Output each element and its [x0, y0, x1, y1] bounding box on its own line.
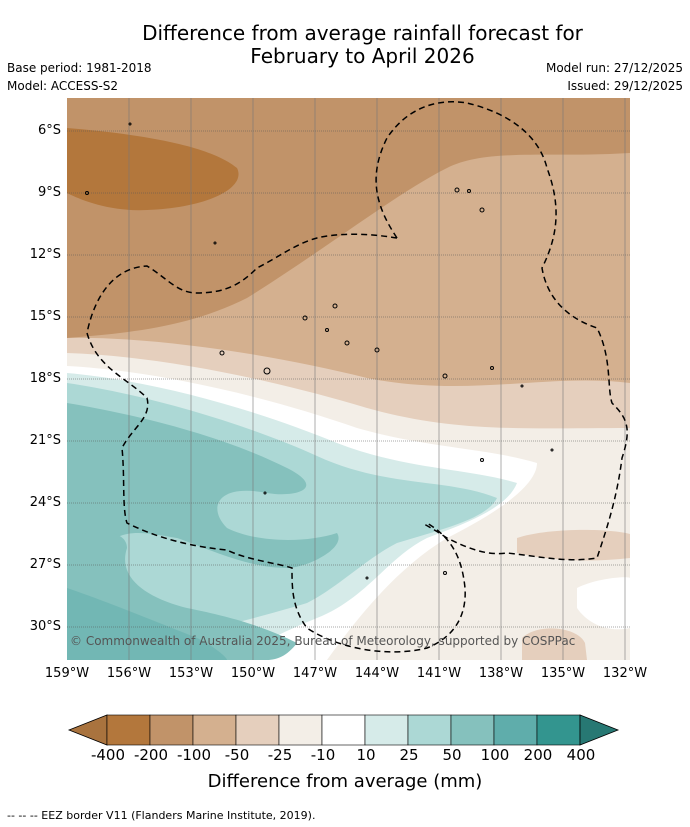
- colorbar-swatch: [192, 714, 237, 746]
- colorbar-label: -10: [310, 746, 336, 764]
- colorbar-swatch: [321, 714, 366, 746]
- lon-label: 153°W: [168, 666, 214, 681]
- lat-label: 18°S: [29, 371, 61, 386]
- colorbar-swatch: [235, 714, 280, 746]
- lon-label: 138°W: [478, 666, 524, 681]
- colorbar-label: -100: [176, 746, 212, 764]
- copyright-notice: © Commonwealth of Australia 2025, Bureau…: [70, 634, 576, 648]
- colorbar-swatches: [67, 714, 620, 746]
- band-minus200: [67, 128, 239, 211]
- colorbar-swatch: [364, 714, 409, 746]
- model-name: Model: ACCESS-S2: [7, 79, 119, 93]
- colorbar-swatch: [493, 714, 538, 746]
- lat-label: 27°S: [29, 557, 61, 572]
- lat-label: 30°S: [29, 619, 61, 634]
- colorbar-label: -200: [133, 746, 169, 764]
- lat-label: 24°S: [29, 495, 61, 510]
- lat-label: 21°S: [29, 433, 61, 448]
- colorbar-swatch: [106, 714, 151, 746]
- lon-label: 135°W: [540, 666, 586, 681]
- band-east-minus10: [482, 535, 630, 660]
- band-east-minus25: [517, 529, 630, 561]
- islands: [85, 122, 554, 580]
- colorbar: [67, 714, 620, 746]
- eez-footer-note: -- -- -- EEZ border V11 (Flanders Marine…: [7, 809, 316, 822]
- band-plus100: [67, 588, 227, 660]
- lat-label: 15°S: [29, 309, 61, 324]
- lon-label: 147°W: [292, 666, 338, 681]
- colorbar-swatch: [450, 714, 495, 746]
- colorbar-label: 400: [566, 746, 596, 764]
- colorbar-label: 50: [442, 746, 462, 764]
- colorbar-label: 10: [356, 746, 376, 764]
- lon-gridlines: [128, 98, 626, 660]
- band-east-neutral: [577, 577, 630, 630]
- eez-border-west: [86, 233, 466, 653]
- lon-label: 141°W: [416, 666, 462, 681]
- meta-left: Base period: 1981-2018 Model: ACCESS-S2: [7, 59, 152, 95]
- colorbar-swatch: [407, 714, 452, 746]
- lon-label: 144°W: [354, 666, 400, 681]
- colorbar-label: -400: [90, 746, 126, 764]
- colorbar-swatch: [536, 714, 581, 746]
- band-plus50: [67, 403, 339, 578]
- title-line-2: February to April 2026: [250, 44, 475, 68]
- lon-label: 156°W: [106, 666, 152, 681]
- lon-label: 159°W: [44, 666, 90, 681]
- rainfall-map: [67, 98, 630, 660]
- issued-date: Issued: 29/12/2025: [567, 79, 683, 93]
- lat-label: 6°S: [37, 123, 61, 138]
- colorbar-arrow-right: [579, 714, 620, 746]
- lat-label: 12°S: [29, 247, 61, 262]
- lon-label: 150°W: [230, 666, 276, 681]
- colorbar-title: Difference from average (mm): [207, 771, 483, 792]
- colorbar-arrow-left: [67, 714, 108, 746]
- meta-right: Model run: 27/12/2025 Issued: 29/12/2025: [546, 59, 683, 95]
- eez-border-east: [375, 101, 628, 561]
- base-period: Base period: 1981-2018: [7, 61, 152, 75]
- colorbar-label: -25: [267, 746, 293, 764]
- title-line-1: Difference from average rainfall forecas…: [142, 21, 583, 45]
- colorbar-swatch: [149, 714, 194, 746]
- map-title: Difference from average rainfall forecas…: [0, 22, 690, 68]
- colorbar-swatch: [278, 714, 323, 746]
- map-svg: [67, 98, 630, 660]
- colorbar-label: 25: [399, 746, 419, 764]
- model-run: Model run: 27/12/2025: [545, 61, 683, 75]
- lon-label: 132°W: [602, 666, 648, 681]
- colorbar-label: -50: [224, 746, 250, 764]
- lat-label: 9°S: [37, 185, 61, 200]
- colorbar-label: 200: [523, 746, 553, 764]
- band-se-minus25: [522, 628, 587, 660]
- colorbar-label: 100: [480, 746, 510, 764]
